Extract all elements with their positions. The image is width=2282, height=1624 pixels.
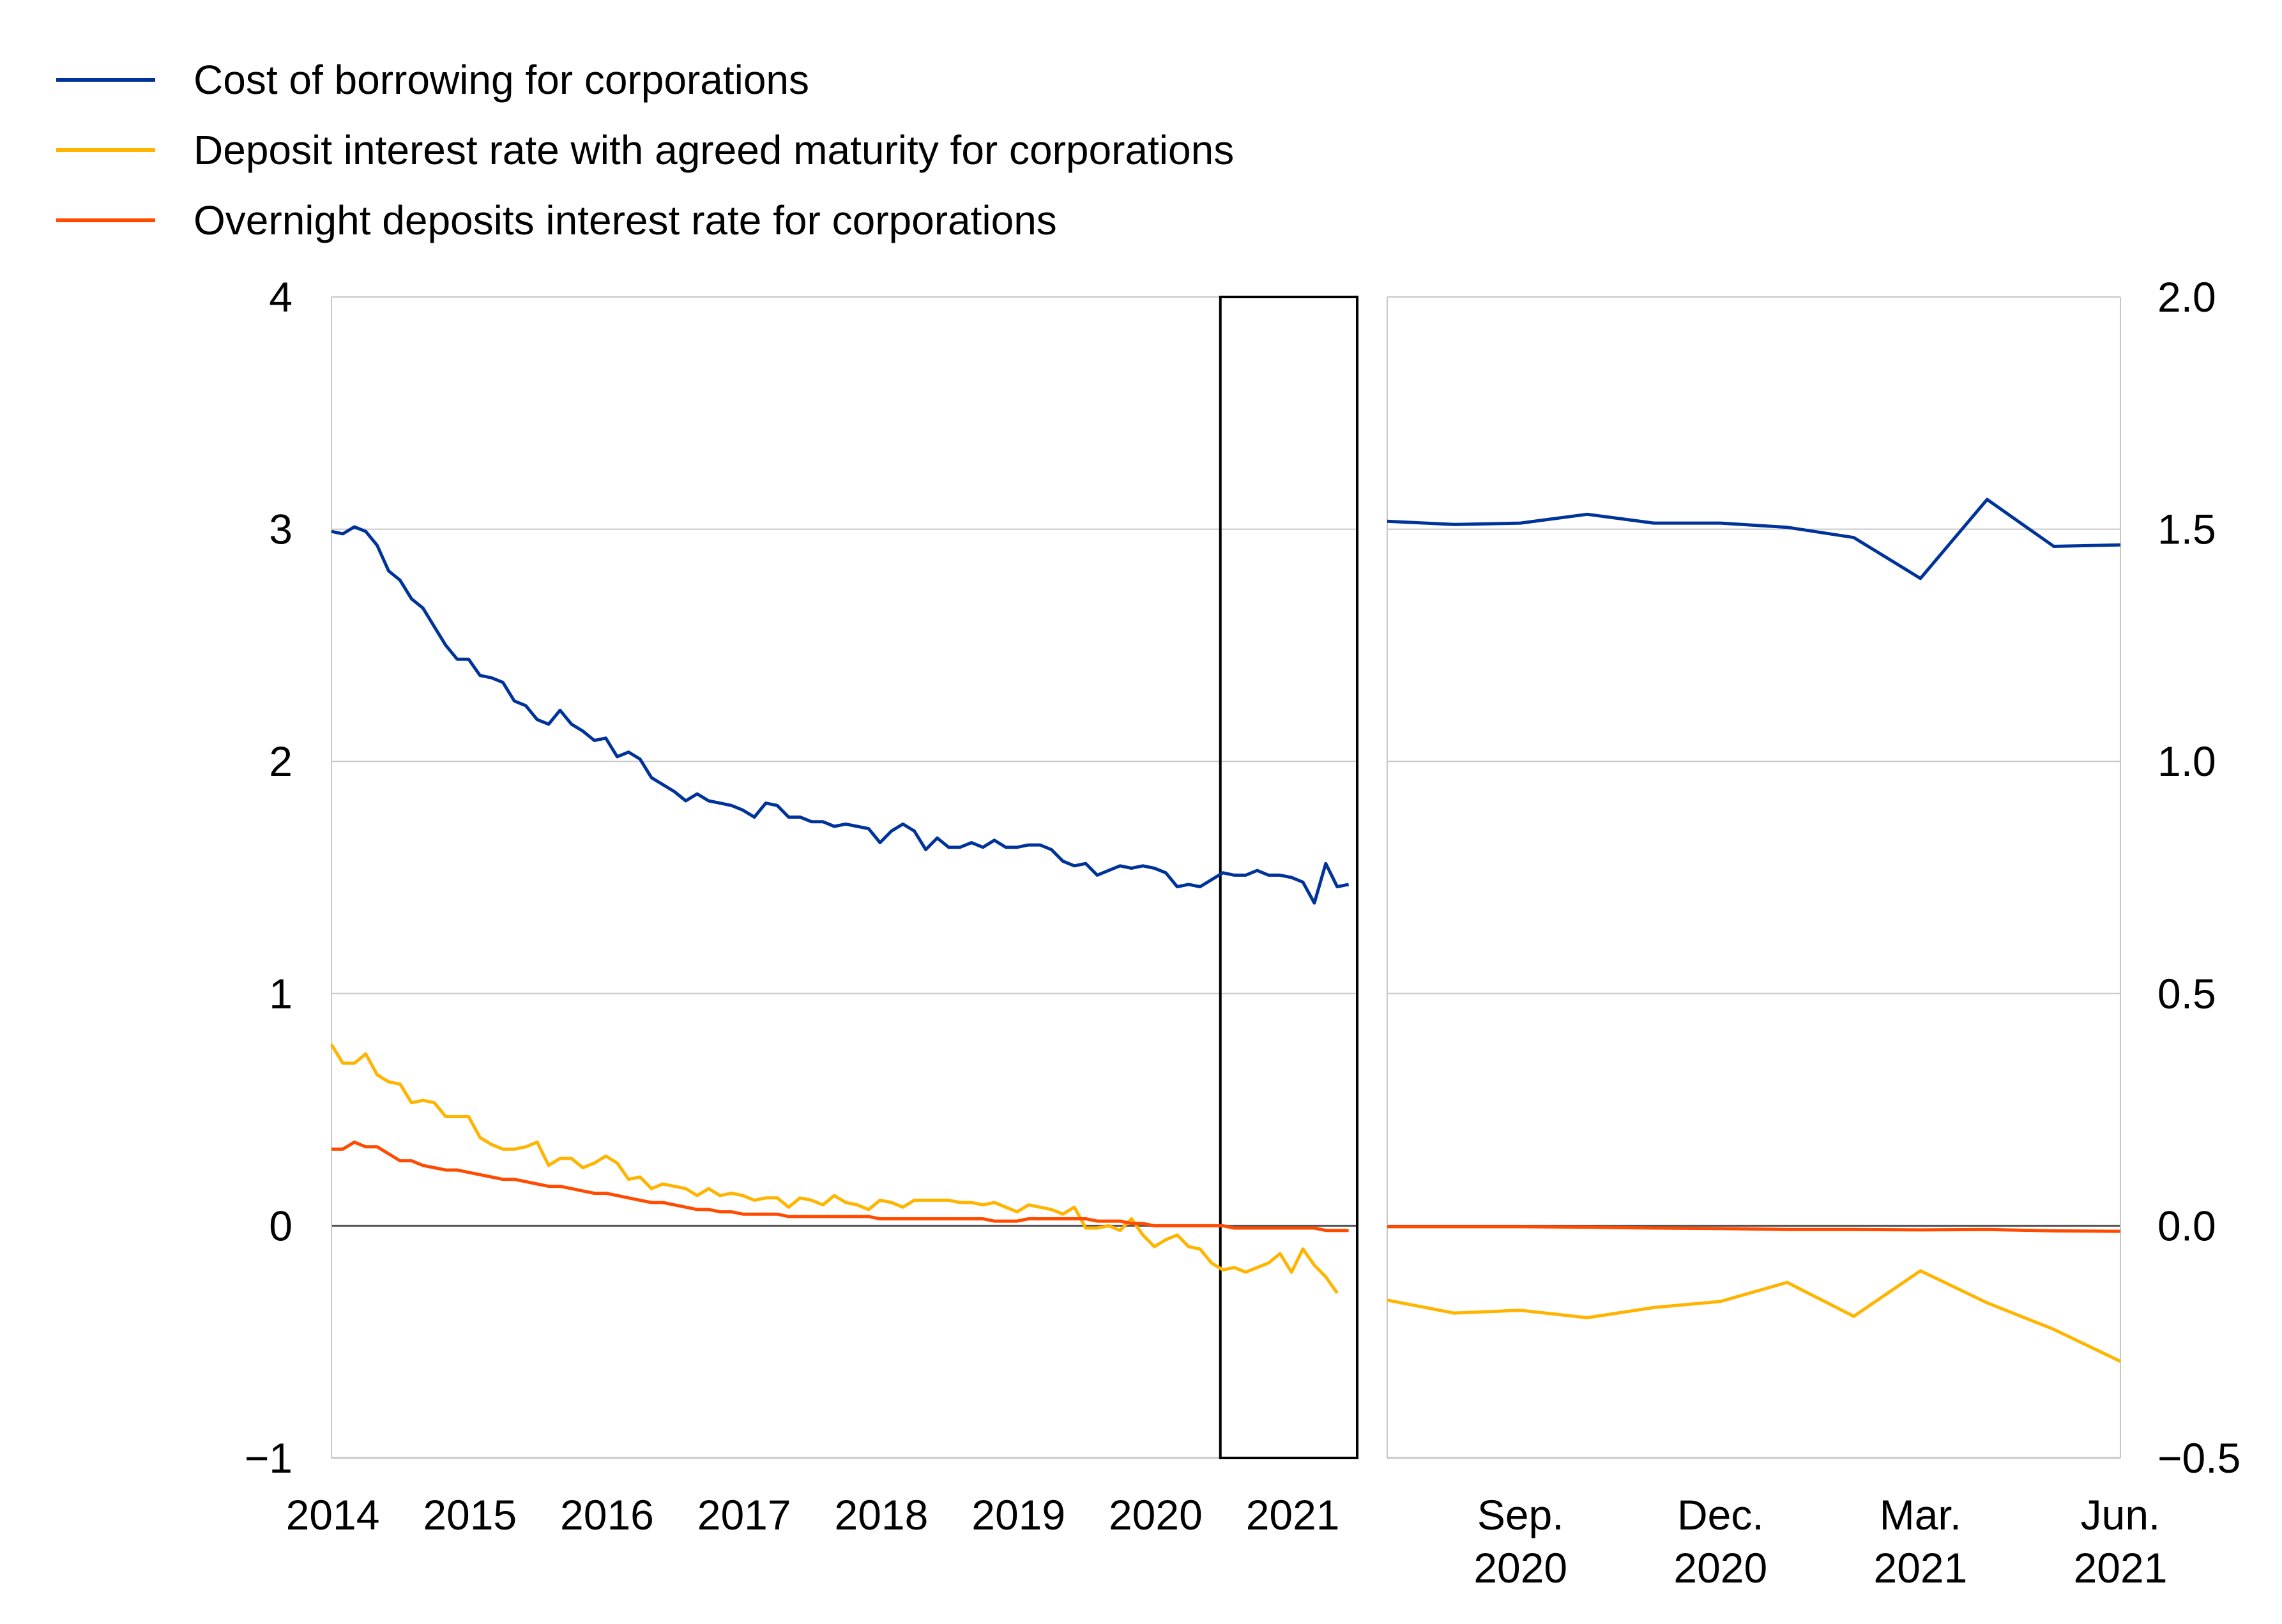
y-tick-label-right: 0.0 [2157,1202,2216,1249]
x-tick-label: 2016 [560,1491,654,1538]
x-tick-label-month: Sep. [1477,1491,1564,1538]
x-tick-label: 2018 [835,1491,929,1538]
x-tick-label-year: 2020 [1673,1544,1767,1591]
y-tick-label-right: 2.0 [2157,273,2216,321]
x-tick-label: 2015 [423,1491,517,1538]
legend-swatch-red-line-icon [56,218,155,222]
x-tick-label-year: 2020 [1473,1544,1567,1591]
y-tick-label: −1 [245,1434,293,1482]
series-line [331,525,1350,905]
series-line [1387,1269,2122,1363]
y-tick-label: 2 [269,738,293,785]
series-line [330,1043,1339,1294]
y-tick-label: 3 [269,506,293,553]
x-tick-label-year: 2021 [2074,1544,2168,1591]
legend: Cost of borrowing for corporations Depos… [56,45,1234,255]
y-tick-label: 4 [269,273,293,321]
x-tick-label: 2021 [1246,1491,1340,1538]
legend-label: Deposit interest rate with agreed maturi… [194,127,1235,173]
right-panel: 2.0 1.5 1.0 0.5 0.0 −0.5 Sep. 2020 Dec. 2020 Mar. 2… [1387,273,2240,1591]
y-tick-label-right: 1.5 [2157,506,2216,553]
left-panel: 4 3 2 1 0 −1 2014 2015 2016 2017 2018 2019 2020 2021 [245,273,1359,1538]
legend-label: Cost of borrowing for corporations [194,57,809,103]
series-line [331,1141,1349,1233]
x-tick-label-month: Mar. [1880,1491,1961,1538]
y-tick-label-right: 0.5 [2157,970,2216,1017]
legend-label: Overnight deposits interest rate for cor… [194,197,1057,243]
x-tick-label: 2017 [697,1491,791,1538]
x-tick-label: 2014 [286,1491,380,1538]
y-tick-label: 1 [269,970,293,1017]
legend-swatch-yellow-line-icon [56,148,155,152]
legend-item-deposit-agreed-maturity: Deposit interest rate with agreed maturi… [56,115,1234,185]
legend-item-cost-of-borrowing: Cost of borrowing for corporations [56,45,1234,115]
y-tick-label-right: −0.5 [2157,1434,2240,1482]
y-tick-label-right: 1.0 [2157,738,2216,785]
legend-item-overnight-deposits: Overnight deposits interest rate for cor… [56,185,1234,255]
x-tick-label-month: Jun. [2081,1491,2161,1538]
y-tick-label: 0 [269,1202,293,1249]
highlight-box [1219,296,1359,1459]
x-tick-label: 2019 [971,1491,1065,1538]
x-tick-label-year: 2021 [1873,1544,1967,1591]
legend-swatch-blue-line-icon [56,78,155,82]
series-line [1387,1225,2121,1233]
x-tick-label: 2020 [1109,1491,1203,1538]
x-tick-label-month: Dec. [1677,1491,1764,1538]
series-line [1387,497,2121,581]
